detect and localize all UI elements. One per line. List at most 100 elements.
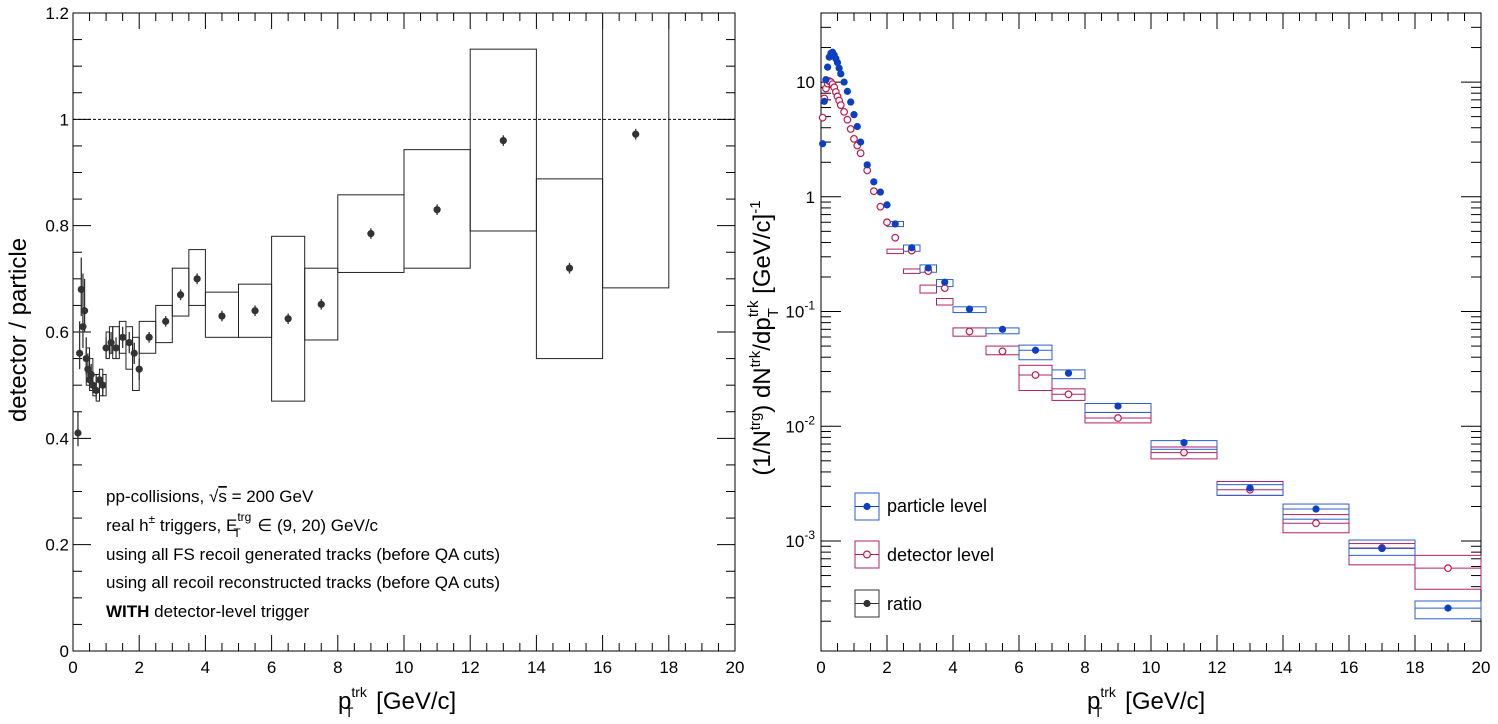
detector-level-point <box>965 327 974 336</box>
ratio-point <box>125 339 133 347</box>
detector-level-point <box>840 107 848 116</box>
ratio-point <box>162 317 170 325</box>
detector-level-point <box>818 113 827 122</box>
detector-level-point <box>856 149 865 158</box>
detector-level-point <box>850 134 858 143</box>
legend-entry-particle-level: particle level <box>854 492 987 521</box>
particle-level-point <box>819 140 827 148</box>
ratio-point <box>99 381 107 389</box>
ratio-y-tick-label: 1.2 <box>45 4 69 23</box>
detector-level-point <box>869 187 878 196</box>
particle-level-point <box>847 98 855 106</box>
spectrum-y-tick-label: 10-2 <box>785 413 815 436</box>
ratio-x-tick-label: 12 <box>461 658 480 677</box>
detector-level-point <box>1444 564 1452 573</box>
particle-level-point <box>998 325 1007 333</box>
particle-level-point <box>857 138 865 146</box>
legend-entry-detector-level: detector level <box>854 540 994 569</box>
ratio-point <box>135 365 143 373</box>
detector-level-systematic-box <box>903 268 921 274</box>
ratio-systematic-box <box>304 267 339 341</box>
ratio-x-tick-label: 6 <box>267 658 276 677</box>
ratio-x-tick-label: 18 <box>659 658 678 677</box>
particle-level-point <box>837 70 845 78</box>
spectrum-x-tick-label: 18 <box>1406 658 1425 677</box>
spectrum-x-tick-label: 14 <box>1274 658 1293 677</box>
ratio-point <box>499 137 507 145</box>
legend-entry-ratio: ratio <box>854 589 922 618</box>
detector-level-point <box>1064 390 1073 399</box>
ratio-y-tick-label: 0.8 <box>45 217 69 236</box>
ratio-point <box>107 339 115 347</box>
spectrum-data-points <box>818 48 1452 612</box>
legend-label-ratio: ratio <box>887 594 922 614</box>
detector-level-point <box>891 233 900 242</box>
particle-level-systematic-box <box>1282 503 1350 520</box>
ratio-point <box>79 323 87 331</box>
ratio-axis-ticks: 0 2 4 6 8 10 12 14 16 18 20 0 0.2 0.4 0.6 0.8 1 1.2 <box>45 4 744 677</box>
detector-level-systematic-box <box>1414 554 1482 590</box>
ratio-point <box>77 285 85 294</box>
spectrum-x-tick-label: 0 <box>816 658 825 677</box>
ratio-panel: 0 2 4 6 8 10 12 14 16 18 20 0 0.2 0.4 0.6 0.8 1 1.2 detec… <box>5 4 744 720</box>
ratio-systematic-box <box>155 304 173 344</box>
spectrum-x-tick-label: 10 <box>1142 658 1161 677</box>
ratio-point <box>80 307 89 315</box>
particle-level-point <box>843 87 852 95</box>
detector-level-systematic-box <box>919 284 937 294</box>
particle-level-point <box>1378 544 1386 553</box>
ratio-y-tick-label: 1 <box>60 110 69 129</box>
particle-level-systematic-box <box>1414 600 1482 620</box>
particle-level-point <box>876 188 885 196</box>
ratio-point <box>95 376 104 384</box>
annotation-collisions: pp-collisions, √s = 200 GeV <box>106 487 314 506</box>
spectrum-x-axis-title: ptrk T [GeV/c] <box>1087 684 1205 720</box>
ratio-systematic-box <box>132 336 140 391</box>
annotation-generated-tracks: using all FS recoil generated tracks (be… <box>106 545 500 564</box>
spectrum-y-tick-label: 1 <box>806 188 815 207</box>
spectrum-panel: 0 2 4 6 8 10 12 14 16 18 20 10-3 10-2 10-1 1 10 (1/Ntrg… <box>745 12 1490 720</box>
ratio-point <box>119 333 127 341</box>
particle-level-point <box>835 64 843 72</box>
ratio-systematic-box <box>469 48 537 232</box>
spectrum-x-tick-label: 12 <box>1208 658 1227 677</box>
spectrum-y-tick-label: 10 <box>796 73 815 92</box>
ratio-point <box>176 291 185 299</box>
ratio-point <box>433 206 441 214</box>
legend: particle level detector level ratio <box>854 492 994 618</box>
particle-level-point <box>1246 484 1254 492</box>
ratio-point <box>112 344 120 352</box>
ratio-y-tick-label: 0.4 <box>45 429 69 448</box>
legend-marker-particle-level <box>863 502 871 511</box>
ratio-x-axis-title: ptrk T [GeV/c] <box>338 684 456 720</box>
particle-level-point <box>850 111 858 119</box>
ratio-point <box>317 300 325 308</box>
detector-level-point <box>876 202 885 211</box>
ratio-x-tick-label: 14 <box>527 658 546 677</box>
detector-level-point <box>1180 448 1188 457</box>
ratio-point <box>102 344 110 352</box>
legend-label-detector-level: detector level <box>887 545 994 565</box>
spectrum-y-tick-label: 10-3 <box>785 528 815 551</box>
ratio-point <box>74 429 82 437</box>
ratio-data-points <box>74 128 640 447</box>
ratio-systematic-boxes <box>85 12 670 402</box>
ratio-point <box>193 275 201 283</box>
ratio-point <box>367 230 375 238</box>
ratio-y-axis-title: detector / particle <box>5 238 32 422</box>
legend-marker-ratio <box>863 599 871 608</box>
ratio-point <box>92 386 100 395</box>
spectrum-y-axis-title: (1/Ntrg) dNtrk/dpTtrk [GeV/c]-1 <box>745 200 782 475</box>
particle-level-point <box>941 278 949 286</box>
ratio-y-tick-label: 0.2 <box>45 536 69 555</box>
detector-level-point <box>883 218 891 227</box>
ratio-point <box>76 349 84 357</box>
legend-label-particle-level: particle level <box>887 496 987 516</box>
spectrum-x-tick-label: 2 <box>882 658 891 677</box>
particle-level-point <box>1312 505 1320 513</box>
ratio-point <box>218 312 226 320</box>
ratio-systematic-box <box>188 249 206 306</box>
spectrum-axis-ticks: 0 2 4 6 8 10 12 14 16 18 20 10-3 10-2 10-1 1 10 <box>785 12 1490 677</box>
ratio-point <box>632 130 640 138</box>
